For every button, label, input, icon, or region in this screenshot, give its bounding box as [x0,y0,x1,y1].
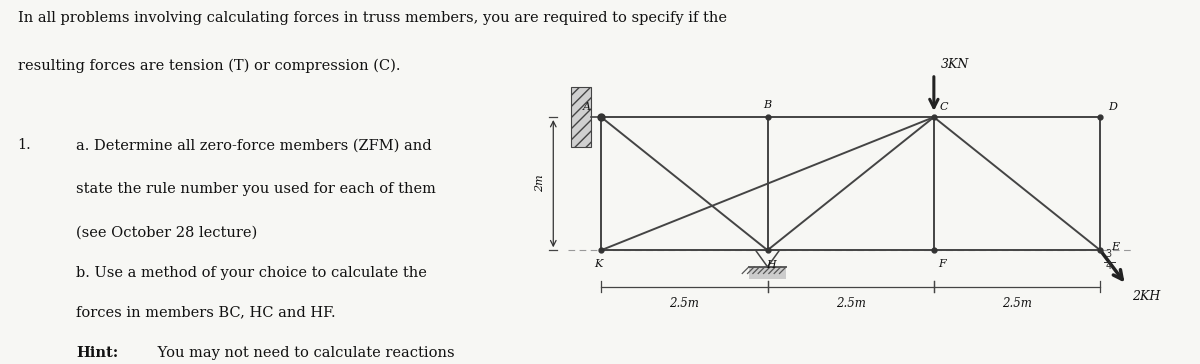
Text: 1.: 1. [18,138,31,152]
Text: F: F [938,258,946,269]
Text: A: A [582,102,590,112]
Text: In all problems involving calculating forces in truss members, you are required : In all problems involving calculating fo… [18,11,727,25]
Text: (see October 28 lecture): (see October 28 lecture) [77,226,258,240]
Text: Hint:: Hint: [77,346,119,360]
Text: 3: 3 [1105,249,1111,259]
Text: 3KN: 3KN [941,58,968,71]
Text: H: H [766,260,775,270]
Polygon shape [749,267,786,279]
Polygon shape [571,87,592,147]
Text: 2.5m: 2.5m [670,297,700,310]
Text: 4: 4 [1105,261,1111,271]
Text: 2m: 2m [535,175,545,193]
Text: D: D [1108,102,1117,112]
Text: K: K [594,258,602,269]
Text: forces in members BC, HC and HF.: forces in members BC, HC and HF. [77,306,336,320]
Text: resulting forces are tension (T) or compression (C).: resulting forces are tension (T) or comp… [18,58,400,73]
Text: E: E [1111,242,1118,252]
Text: 2.5m: 2.5m [1002,297,1032,310]
Text: state the rule number you used for each of them: state the rule number you used for each … [77,182,437,196]
Text: a. Determine all zero-force members (ZFM) and: a. Determine all zero-force members (ZFM… [77,138,432,152]
Text: 2KH: 2KH [1132,290,1159,303]
Text: C: C [940,102,948,112]
Text: B: B [763,100,772,110]
Text: b. Use a method of your choice to calculate the: b. Use a method of your choice to calcul… [77,266,427,280]
Text: You may not need to calculate reactions: You may not need to calculate reactions [152,346,455,360]
Text: 2.5m: 2.5m [835,297,865,310]
